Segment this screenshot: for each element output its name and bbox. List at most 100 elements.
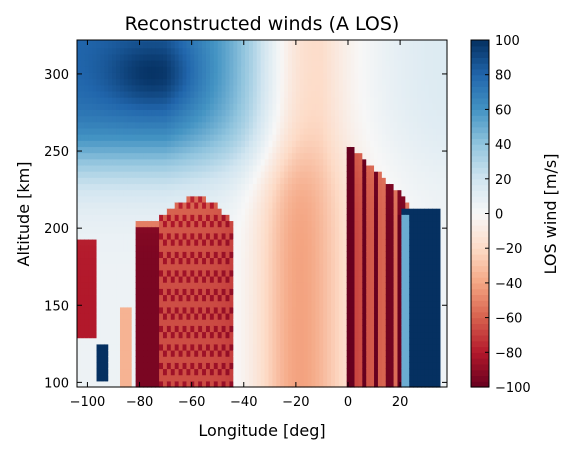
heatmap-cell — [221, 97, 227, 104]
heatmap-cell — [389, 214, 395, 222]
heatmap-cell — [389, 164, 395, 172]
heatmap-cell — [92, 380, 98, 388]
heatmap-cell — [342, 41, 348, 49]
heatmap-cell — [213, 121, 219, 129]
heatmap-cell — [92, 319, 98, 326]
heatmap-cell — [225, 238, 231, 246]
heatmap-cell — [385, 103, 391, 110]
heatmap-cell — [370, 195, 375, 203]
heatmap-cell — [397, 269, 402, 277]
heatmap-cell — [334, 66, 340, 73]
heatmap-cell — [139, 251, 145, 259]
heatmap-cell — [166, 226, 172, 234]
heatmap-cell — [385, 294, 391, 302]
heatmap-cell — [233, 90, 238, 98]
heatmap-cell — [389, 337, 395, 345]
heatmap-cell — [209, 269, 215, 277]
heatmap-cell — [123, 349, 129, 357]
heatmap-cell — [88, 337, 94, 345]
heatmap-cell — [104, 349, 109, 357]
heatmap-cell — [389, 208, 395, 215]
heatmap-cell — [119, 275, 125, 283]
heatmap-cell — [389, 312, 395, 320]
heatmap-cell — [225, 257, 231, 265]
heatmap-cell — [143, 47, 148, 55]
heatmap-cell — [280, 152, 285, 160]
heatmap-cell — [284, 183, 289, 191]
heatmap-cell — [315, 349, 320, 357]
heatmap-cell — [139, 47, 145, 55]
heatmap-cell — [354, 214, 360, 222]
heatmap-cell — [268, 127, 274, 135]
heatmap-cell — [385, 257, 391, 265]
heatmap-cell — [377, 90, 383, 98]
heatmap-cell — [217, 238, 223, 246]
heatmap-cell — [229, 41, 234, 49]
heatmap-cell — [147, 195, 152, 203]
heatmap-cell — [213, 337, 219, 345]
heatmap-cell — [186, 374, 191, 382]
heatmap-cell — [307, 319, 313, 326]
heatmap-cell — [311, 282, 317, 289]
heatmap-cell — [237, 374, 242, 382]
heatmap-cell — [147, 121, 152, 129]
heatmap-cell — [170, 84, 176, 92]
heatmap-cell — [213, 158, 219, 166]
heatmap-cell — [123, 201, 129, 209]
heatmap-cell — [272, 164, 277, 172]
heatmap-cell — [252, 97, 258, 104]
heatmap-cell — [131, 127, 137, 135]
heatmap-cell — [123, 294, 129, 302]
heatmap-cell — [280, 337, 285, 345]
heatmap-cell — [229, 201, 234, 209]
heatmap-cell — [409, 282, 414, 289]
heatmap-cell — [311, 275, 317, 283]
heatmap-cell — [233, 97, 238, 104]
heatmap-cell — [311, 349, 317, 357]
heatmap-cell — [194, 134, 199, 141]
heatmap-cell — [139, 220, 145, 228]
heatmap-cell — [92, 97, 98, 104]
heatmap-cell — [88, 66, 94, 73]
heatmap-cell — [174, 90, 180, 98]
heatmap-cell — [303, 183, 309, 191]
heatmap-cell — [84, 97, 90, 104]
heatmap-cell — [358, 72, 363, 80]
heatmap-cell — [252, 134, 258, 141]
heatmap-cell — [397, 362, 402, 370]
heatmap-cell — [77, 60, 82, 67]
heatmap-cell — [123, 195, 129, 203]
heatmap-cell — [315, 306, 320, 314]
heatmap-cell — [381, 325, 387, 333]
heatmap-cell — [209, 226, 215, 234]
heatmap-cell — [88, 220, 94, 228]
heatmap-cell — [342, 127, 348, 135]
heatmap-cell — [155, 257, 160, 265]
heatmap-cell — [280, 41, 285, 49]
heatmap-cell — [221, 362, 227, 370]
heatmap-cell — [311, 103, 317, 110]
heatmap-cell — [202, 164, 207, 172]
heatmap-cell — [92, 238, 98, 246]
heatmap-cell — [229, 121, 234, 129]
heatmap-cell — [166, 90, 172, 98]
heatmap-cell — [331, 282, 336, 289]
heatmap-cell — [370, 115, 375, 123]
heatmap-cell — [350, 294, 356, 302]
heatmap-cell — [370, 134, 375, 141]
heatmap-cell — [139, 90, 145, 98]
heatmap-cell — [162, 189, 168, 197]
heatmap-cell — [100, 78, 105, 86]
heatmap-cell — [108, 257, 113, 265]
heatmap-cell — [123, 269, 129, 277]
heatmap-cell — [225, 158, 231, 166]
heatmap-cell — [311, 337, 317, 345]
heatmap-cell — [108, 171, 113, 178]
heatmap-cell — [374, 294, 379, 302]
heatmap-cell — [77, 368, 82, 376]
heatmap-cell — [362, 374, 367, 382]
heatmap-cell — [245, 53, 250, 61]
heatmap-cell — [342, 177, 348, 185]
heatmap-cell — [123, 220, 129, 228]
heatmap-cell — [334, 84, 340, 92]
